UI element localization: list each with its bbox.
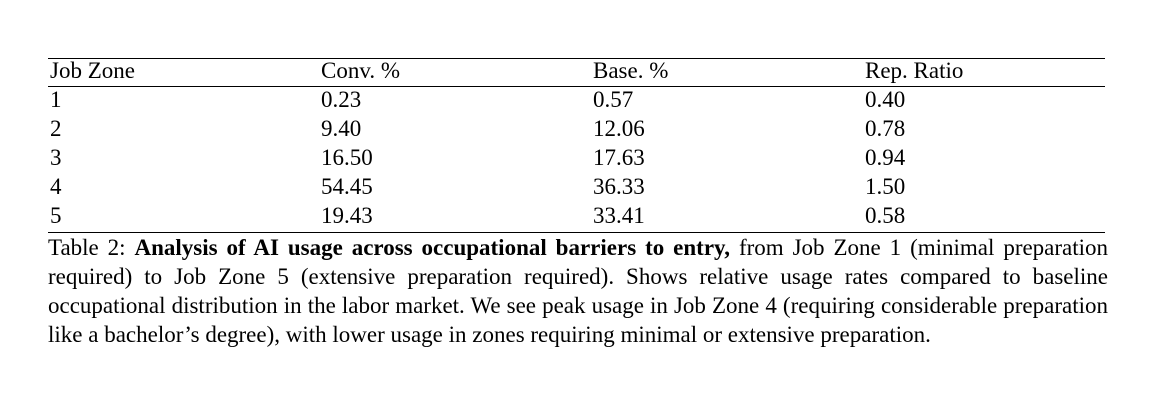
cell-base-pct: 36.33 bbox=[593, 174, 645, 199]
table-top-rule bbox=[48, 58, 1105, 59]
cell-base-pct: 33.41 bbox=[593, 203, 645, 228]
cell-conv-pct: 9.40 bbox=[321, 116, 362, 141]
table-bottom-rule bbox=[48, 232, 1105, 233]
header-rep-ratio: Rep. Ratio bbox=[865, 58, 964, 83]
cell-job-zone: 2 bbox=[50, 116, 62, 141]
cell-rep-ratio: 0.58 bbox=[865, 203, 906, 228]
table-row: 2 9.40 12.06 0.78 bbox=[48, 114, 1105, 143]
cell-rep-ratio: 0.94 bbox=[865, 145, 906, 170]
cell-job-zone: 1 bbox=[50, 87, 62, 112]
cell-job-zone: 3 bbox=[50, 145, 62, 170]
table-header-row: Job Zone Conv. % Base. % Rep. Ratio bbox=[48, 56, 1105, 85]
cell-base-pct: 17.63 bbox=[593, 145, 645, 170]
cell-rep-ratio: 1.50 bbox=[865, 174, 906, 199]
header-job-zone: Job Zone bbox=[50, 58, 135, 83]
table-header-rule bbox=[48, 86, 1105, 87]
cell-base-pct: 0.57 bbox=[593, 87, 634, 112]
table-row: 3 16.50 17.63 0.94 bbox=[48, 143, 1105, 172]
cell-conv-pct: 16.50 bbox=[321, 145, 373, 170]
caption-body: from Job Zone 1 (minimal preparation req… bbox=[48, 235, 1109, 347]
cell-rep-ratio: 0.78 bbox=[865, 116, 906, 141]
table-row: 4 54.45 36.33 1.50 bbox=[48, 172, 1105, 201]
cell-job-zone: 5 bbox=[50, 203, 62, 228]
cell-conv-pct: 19.43 bbox=[321, 203, 373, 228]
caption-title: Analysis of AI usage across occupational… bbox=[134, 235, 731, 260]
caption-label: Table 2: bbox=[48, 235, 126, 260]
cell-job-zone: 4 bbox=[50, 174, 62, 199]
table-caption: Table 2: Analysis of AI usage across occ… bbox=[48, 233, 1108, 349]
cell-base-pct: 12.06 bbox=[593, 116, 645, 141]
table-row: 5 19.43 33.41 0.58 bbox=[48, 201, 1105, 230]
cell-rep-ratio: 0.40 bbox=[865, 87, 906, 112]
cell-conv-pct: 54.45 bbox=[321, 174, 373, 199]
header-base-pct: Base. % bbox=[593, 58, 669, 83]
cell-conv-pct: 0.23 bbox=[321, 87, 362, 112]
header-conv-pct: Conv. % bbox=[321, 58, 401, 83]
table-row: 1 0.23 0.57 0.40 bbox=[48, 85, 1105, 114]
